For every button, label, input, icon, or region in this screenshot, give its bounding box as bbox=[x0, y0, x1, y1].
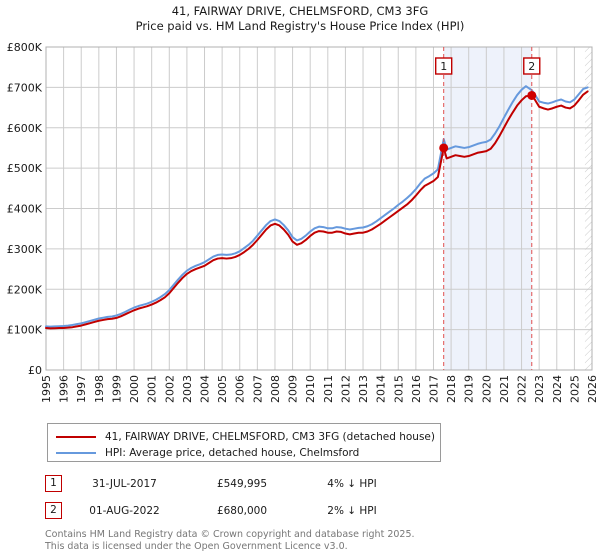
transactions-table: 1 31-JUL-2017 £549,995 4% ↓ HPI 2 01-AUG… bbox=[45, 470, 465, 524]
transaction-hpi-delta-2: 2% ↓ HPI bbox=[327, 504, 377, 517]
svg-text:1996: 1996 bbox=[58, 375, 71, 403]
svg-text:2022: 2022 bbox=[516, 375, 529, 403]
svg-text:2025: 2025 bbox=[568, 375, 581, 403]
svg-text:2013: 2013 bbox=[357, 375, 370, 403]
svg-text:2019: 2019 bbox=[463, 375, 476, 403]
svg-text:2016: 2016 bbox=[410, 375, 423, 403]
chart-legend: 41, FAIRWAY DRIVE, CHELMSFORD, CM3 3FG (… bbox=[47, 423, 441, 462]
legend-label-price-paid: 41, FAIRWAY DRIVE, CHELMSFORD, CM3 3FG (… bbox=[105, 430, 435, 443]
svg-text:2024: 2024 bbox=[551, 375, 564, 403]
svg-text:£500K: £500K bbox=[7, 162, 43, 175]
transaction-marker-1: 1 bbox=[45, 475, 62, 492]
footer-line-2: This data is licensed under the Open Gov… bbox=[45, 540, 348, 552]
svg-text:2018: 2018 bbox=[445, 375, 458, 403]
svg-text:2002: 2002 bbox=[163, 375, 176, 403]
legend-swatch-price-paid bbox=[56, 435, 96, 438]
svg-text:1995: 1995 bbox=[40, 375, 53, 403]
hpi-line-chart: £0 £100K £200K £300K £400K £500K £600K £700K £80… bbox=[7, 41, 599, 403]
svg-text:2021: 2021 bbox=[498, 375, 511, 403]
svg-text:2010: 2010 bbox=[304, 375, 317, 403]
svg-text:1997: 1997 bbox=[75, 375, 88, 403]
svg-text:2006: 2006 bbox=[234, 375, 247, 403]
svg-text:£800K: £800K bbox=[7, 41, 43, 54]
svg-text:£400K: £400K bbox=[7, 203, 43, 216]
svg-text:£300K: £300K bbox=[7, 243, 43, 256]
svg-text:1998: 1998 bbox=[93, 375, 106, 403]
svg-text:2009: 2009 bbox=[287, 375, 300, 403]
svg-text:2017: 2017 bbox=[427, 375, 440, 403]
title-line-1: 41, FAIRWAY DRIVE, CHELMSFORD, CM3 3FG bbox=[171, 4, 429, 18]
legend-swatch-hpi bbox=[56, 451, 96, 454]
svg-text:£600K: £600K bbox=[7, 122, 43, 135]
svg-text:2000: 2000 bbox=[128, 375, 141, 403]
transaction-marker-2: 2 bbox=[45, 502, 62, 519]
svg-text:2001: 2001 bbox=[146, 375, 159, 403]
transaction-date-2: 01-AUG-2022 bbox=[89, 504, 160, 517]
legend-label-hpi: HPI: Average price, detached house, Chel… bbox=[105, 446, 360, 459]
legend-item-hpi: HPI: Average price, detached house, Chel… bbox=[56, 445, 432, 460]
svg-text:2023: 2023 bbox=[533, 375, 546, 403]
svg-text:2026: 2026 bbox=[586, 375, 599, 403]
svg-text:2008: 2008 bbox=[269, 375, 282, 403]
svg-text:£700K: £700K bbox=[7, 81, 43, 94]
svg-text:2014: 2014 bbox=[375, 375, 388, 403]
svg-text:2011: 2011 bbox=[322, 375, 335, 403]
footer-attribution: Contains HM Land Registry data © Crown c… bbox=[45, 529, 565, 552]
svg-text:1: 1 bbox=[440, 60, 447, 73]
svg-text:2005: 2005 bbox=[216, 375, 229, 403]
chart-plot-area: £0 £100K £200K £300K £400K £500K £600K £700K £80… bbox=[7, 41, 599, 403]
title-line-2: Price paid vs. HM Land Registry's House … bbox=[135, 19, 465, 33]
svg-text:2015: 2015 bbox=[392, 375, 405, 403]
svg-text:2007: 2007 bbox=[251, 375, 264, 403]
footer-line-1: Contains HM Land Registry data © Crown c… bbox=[45, 529, 415, 540]
transaction-hpi-delta-1: 4% ↓ HPI bbox=[327, 477, 377, 490]
svg-text:1999: 1999 bbox=[110, 375, 123, 403]
page-title: 41, FAIRWAY DRIVE, CHELMSFORD, CM3 3FG P… bbox=[0, 0, 600, 34]
transaction-date-1: 31-JUL-2017 bbox=[92, 477, 157, 490]
transaction-price-1: £549,995 bbox=[216, 477, 268, 490]
svg-text:£200K: £200K bbox=[7, 283, 43, 296]
table-row: 2 01-AUG-2022 £680,000 2% ↓ HPI bbox=[45, 497, 465, 524]
svg-text:£100K: £100K bbox=[7, 324, 43, 337]
svg-text:2020: 2020 bbox=[480, 375, 493, 403]
table-row: 1 31-JUL-2017 £549,995 4% ↓ HPI bbox=[45, 470, 465, 497]
svg-text:2004: 2004 bbox=[199, 375, 212, 403]
transaction-price-2: £680,000 bbox=[216, 504, 268, 517]
svg-text:2012: 2012 bbox=[339, 375, 352, 403]
svg-text:£0: £0 bbox=[28, 364, 42, 377]
svg-text:2003: 2003 bbox=[181, 375, 194, 403]
legend-item-price-paid: 41, FAIRWAY DRIVE, CHELMSFORD, CM3 3FG (… bbox=[56, 429, 435, 444]
svg-text:2: 2 bbox=[528, 60, 535, 73]
